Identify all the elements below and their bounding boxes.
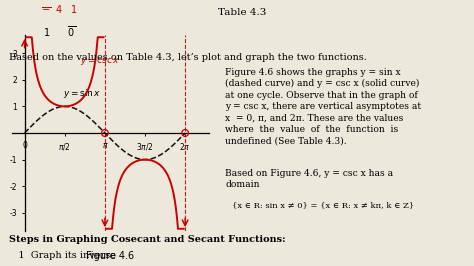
Text: {x ∈ R: sin x ≠ 0} = {x ∈ R: x ≠ kπ, k ∈ Z}: {x ∈ R: sin x ≠ 0} = {x ∈ R: x ≠ kπ, k ∈… <box>232 201 414 209</box>
Text: $y=\sin x$: $y=\sin x$ <box>64 87 102 100</box>
Text: 1  Graph its inverse: 1 Graph its inverse <box>9 251 117 260</box>
Text: Figure 4.6 shows the graphs y = sin x
(dashed curve) and y = csc x (solid curve): Figure 4.6 shows the graphs y = sin x (d… <box>225 68 421 146</box>
Text: 1      $\overline{0}$: 1 $\overline{0}$ <box>43 24 76 39</box>
Text: Based on the values on Table 4.3, let’s plot and graph the two functions.: Based on the values on Table 4.3, let’s … <box>9 53 367 62</box>
Text: Steps in Graphing Cosecant and Secant Functions:: Steps in Graphing Cosecant and Secant Fu… <box>9 235 286 244</box>
Text: $y=\csc x$: $y=\csc x$ <box>80 56 120 66</box>
Text: Figure 4.6: Figure 4.6 <box>86 251 134 261</box>
Text: $\overline{-}$  4   1: $\overline{-}$ 4 1 <box>41 3 78 15</box>
Text: Table 4.3: Table 4.3 <box>218 8 266 17</box>
Text: Based on Figure 4.6, y = csc x has a
domain: Based on Figure 4.6, y = csc x has a dom… <box>225 169 393 189</box>
